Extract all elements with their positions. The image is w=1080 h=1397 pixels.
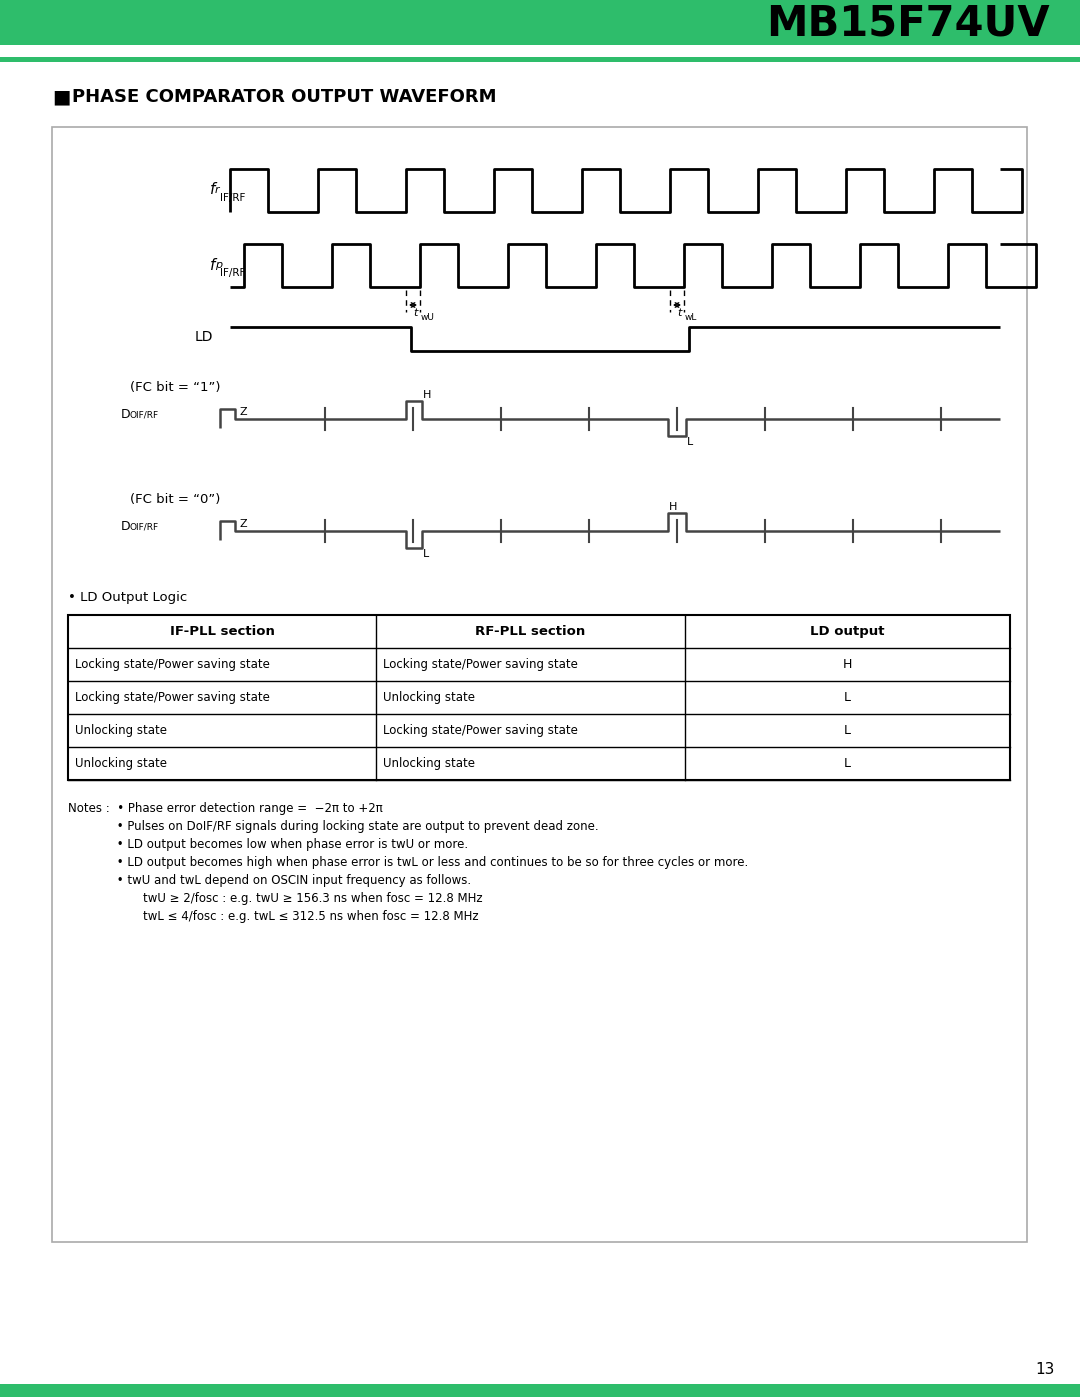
Text: t: t — [677, 307, 681, 319]
Text: L: L — [843, 692, 851, 704]
Text: (FC bit = “1”): (FC bit = “1”) — [130, 380, 220, 394]
Text: IF/RF: IF/RF — [220, 268, 245, 278]
Text: RF-PLL section: RF-PLL section — [475, 624, 585, 638]
Text: LD output: LD output — [810, 624, 885, 638]
Text: IF-PLL section: IF-PLL section — [170, 624, 274, 638]
Text: f: f — [210, 257, 215, 272]
Text: Z: Z — [240, 407, 247, 416]
Text: L: L — [687, 437, 693, 447]
Text: Unlocking state: Unlocking state — [75, 724, 167, 738]
Text: MB15F74UV: MB15F74UV — [767, 1, 1050, 43]
Text: OIF/RF: OIF/RF — [130, 522, 159, 531]
Text: Notes :  • Phase error detection range =  −2π to +2π: Notes : • Phase error detection range = … — [68, 802, 382, 814]
Text: • LD output becomes low when phase error is twU or more.: • LD output becomes low when phase error… — [68, 838, 468, 851]
Text: wL: wL — [685, 313, 698, 321]
Text: H: H — [423, 390, 431, 400]
Text: D: D — [120, 408, 130, 422]
Text: IF/RF: IF/RF — [220, 193, 245, 203]
Text: Unlocking state: Unlocking state — [75, 757, 167, 770]
Text: • Pulses on DoIF/RF signals during locking state are output to prevent dead zone: • Pulses on DoIF/RF signals during locki… — [68, 820, 598, 833]
Text: wU: wU — [421, 313, 435, 321]
Text: t: t — [413, 307, 417, 319]
Text: twL ≤ 4/fosc : e.g. twL ≤ 312.5 ns when fosc = 12.8 MHz: twL ≤ 4/fosc : e.g. twL ≤ 312.5 ns when … — [68, 909, 478, 923]
Bar — [0, 0, 1080, 45]
Text: Locking state/Power saving state: Locking state/Power saving state — [75, 692, 270, 704]
Text: Unlocking state: Unlocking state — [383, 692, 475, 704]
Text: Locking state/Power saving state: Locking state/Power saving state — [383, 658, 578, 671]
Bar — [52, 127, 1027, 1242]
Text: 13: 13 — [1036, 1362, 1055, 1376]
Bar — [0, 1384, 1080, 1397]
Text: f: f — [210, 183, 215, 197]
Text: p: p — [215, 260, 222, 270]
Text: LD: LD — [194, 330, 213, 344]
Text: twU ≥ 2/fosc : e.g. twU ≥ 156.3 ns when fosc = 12.8 MHz: twU ≥ 2/fosc : e.g. twU ≥ 156.3 ns when … — [68, 893, 483, 905]
Bar — [0, 57, 1080, 61]
Text: H: H — [669, 502, 677, 511]
Bar — [68, 615, 1010, 648]
Text: Locking state/Power saving state: Locking state/Power saving state — [383, 724, 578, 738]
Text: D: D — [120, 521, 130, 534]
Text: (FC bit = “0”): (FC bit = “0”) — [130, 493, 220, 506]
Text: • LD Output Logic: • LD Output Logic — [68, 591, 187, 604]
Text: H: H — [842, 658, 852, 671]
Text: r: r — [215, 184, 219, 196]
Text: Unlocking state: Unlocking state — [383, 757, 475, 770]
Text: Z: Z — [240, 520, 247, 529]
Text: ■: ■ — [52, 88, 70, 106]
Text: PHASE COMPARATOR OUTPUT WAVEFORM: PHASE COMPARATOR OUTPUT WAVEFORM — [72, 88, 497, 106]
Text: L: L — [843, 757, 851, 770]
Text: Locking state/Power saving state: Locking state/Power saving state — [75, 658, 270, 671]
Text: • LD output becomes high when phase error is twL or less and continues to be so : • LD output becomes high when phase erro… — [68, 856, 748, 869]
Text: L: L — [843, 724, 851, 738]
Text: • twU and twL depend on OSCIN input frequency as follows.: • twU and twL depend on OSCIN input freq… — [68, 875, 471, 887]
Bar — [68, 615, 1010, 780]
Text: L: L — [423, 549, 429, 559]
Text: OIF/RF: OIF/RF — [130, 411, 159, 419]
